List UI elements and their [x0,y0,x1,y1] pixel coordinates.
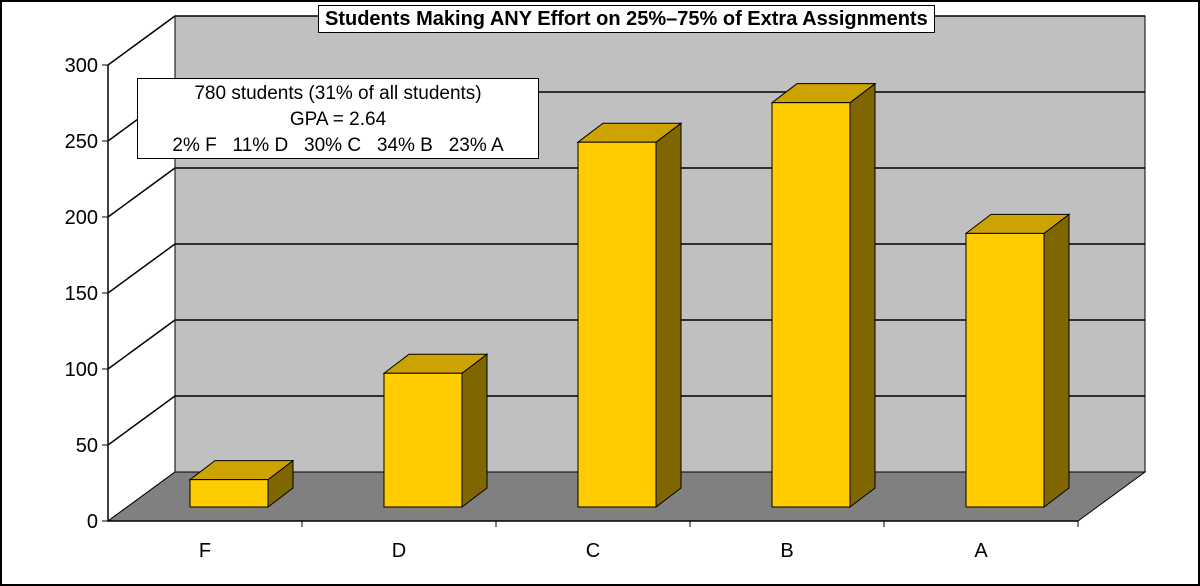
annotation-line-2: GPA = 2.64 [289,109,387,130]
gridline-diagonal [107,15,176,66]
bar-side [1043,213,1070,509]
gridline-diagonal [107,243,176,294]
y-tick-label: 100 [65,359,98,381]
bar-D [382,353,489,509]
bar-side [655,122,682,509]
bar-side [849,82,876,509]
annotation-line-1: 780 students (31% of all students) [194,83,482,104]
y-tick-label: 150 [65,283,98,305]
x-tick-label: F [199,540,211,562]
gridline-diagonal [107,319,176,370]
bar-side [461,353,488,509]
bar-front [771,102,851,508]
annotation-box: 780 students (31% of all students) GPA =… [137,78,539,159]
bar-front [965,232,1045,508]
x-tick-label: B [780,540,793,562]
gridline-diagonal [107,395,176,446]
x-tick-label: C [586,540,600,562]
y-tick-label: 250 [65,131,98,153]
y-tick-label: 200 [65,207,98,229]
y-tick-label: 0 [87,511,98,533]
gridline-diagonal [107,167,176,218]
bar-F [188,459,295,509]
bar-front [383,372,463,508]
y-tick-label: 300 [65,55,98,77]
bar-A [964,213,1071,509]
bar-B [770,82,877,509]
bar-front [189,479,269,508]
y-tick-label: 50 [76,435,98,457]
bar-C [576,122,683,509]
x-tick-label: A [974,540,988,562]
chart-title: Students Making ANY Effort on 25%–75% of… [318,5,935,33]
bar-front [577,141,657,508]
x-tick-label: D [392,540,406,562]
annotation-line-3: 2% F 11% D 30% C 34% B 23% A [172,135,504,156]
